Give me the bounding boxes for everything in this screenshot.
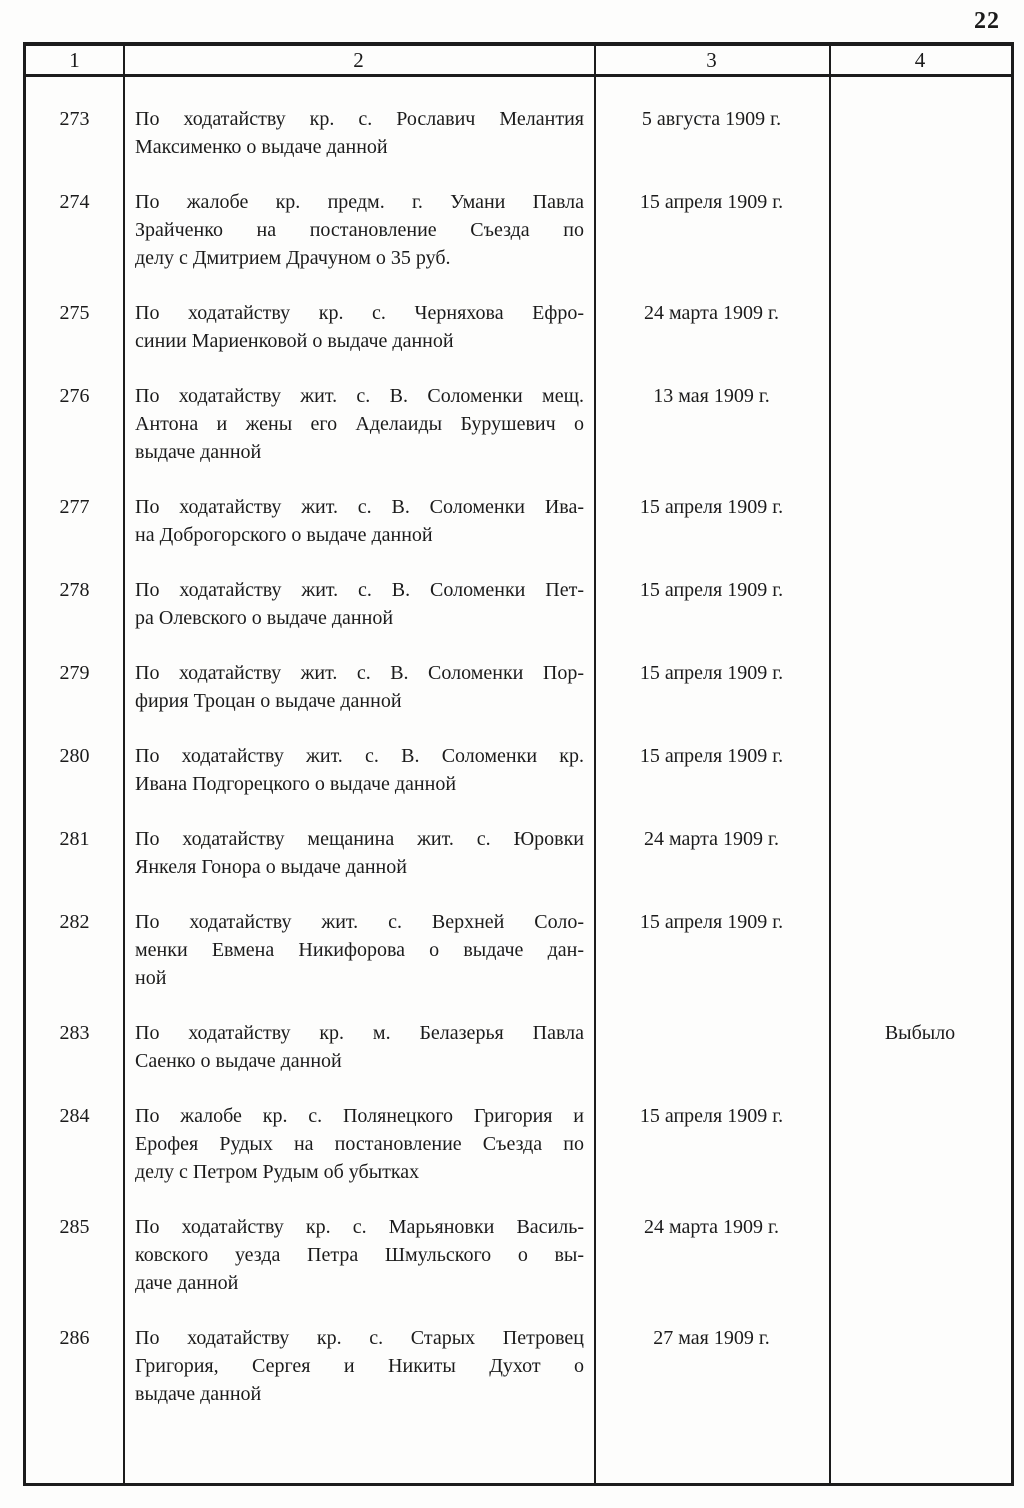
table-row: 274 По жалобе кр. предм. г. Умани Павла З… [26, 188, 1011, 272]
case-date: 15 апреля 1909 г. [639, 191, 784, 213]
case-description: По ходатайству кр. с. Черняхова Ефро-син… [135, 302, 584, 352]
case-note [829, 742, 1011, 798]
case-number: 282 [59, 911, 90, 933]
case-date: 15 апреля 1909 г. [639, 496, 784, 518]
case-date: 24 марта 1909 г. [644, 828, 779, 850]
table-row: 278 По ходатайству жит. с. В. Соломенки … [26, 576, 1011, 632]
column-header-1: 1 [69, 47, 80, 72]
case-date: 5 августа 1909 г. [641, 108, 782, 130]
table-row: 282 По ходатайству жит. с. Верхней Соло-… [26, 908, 1011, 992]
case-note [829, 493, 1011, 549]
case-note [829, 382, 1011, 466]
case-note [829, 659, 1011, 715]
case-description: По жалобе кр. предм. г. Умани Павла Зрайч… [135, 191, 584, 269]
case-number: 286 [59, 1327, 90, 1349]
table-row: 273 По ходатайству кр. с. Рославич Мелан… [26, 105, 1011, 161]
case-date: 24 марта 1909 г. [644, 302, 779, 324]
case-date: 15 апреля 1909 г. [639, 579, 784, 601]
case-note [829, 825, 1011, 881]
case-description: По ходатайству мещанина жит. с. Юровки Ян… [135, 828, 584, 878]
case-note [829, 576, 1011, 632]
column-header-2: 2 [353, 47, 364, 72]
case-note [829, 1213, 1011, 1297]
case-note [829, 908, 1011, 992]
column-divider-1 [123, 46, 125, 1483]
column-header-3: 3 [706, 47, 717, 72]
column-divider-2 [594, 46, 596, 1483]
case-date: 27 мая 1909 г. [653, 1327, 770, 1349]
case-date: 24 марта 1909 г. [644, 1216, 779, 1238]
case-number: 275 [59, 302, 90, 324]
case-date: 15 апреля 1909 г. [639, 911, 784, 933]
case-description: По ходатайству кр. м. Белазерья Павла Сае… [135, 1022, 584, 1072]
case-number: 279 [59, 662, 90, 684]
case-note [829, 1102, 1011, 1186]
table-row: 280 По ходатайству жит. с. В. Соломенки … [26, 742, 1011, 798]
table-row: 276 По ходатайству жит. с. В. Соломенки … [26, 382, 1011, 466]
case-number: 274 [59, 191, 90, 213]
case-note [829, 299, 1011, 355]
case-date: 15 апреля 1909 г. [639, 662, 784, 684]
case-description: По ходатайству кр. с. Старых Петровец Гри… [135, 1327, 584, 1405]
case-description: По ходатайству кр. с. Марьяновки Василь-… [135, 1216, 584, 1294]
column-header-4: 4 [914, 47, 926, 72]
table-row: 286 По ходатайству кр. с. Старых Петрове… [26, 1324, 1011, 1408]
case-number: 276 [59, 385, 90, 407]
table-row: 285 По ходатайству кр. с. Марьяновки Вас… [26, 1213, 1011, 1297]
case-date [594, 1019, 829, 1075]
case-number: 281 [59, 828, 90, 850]
case-note [829, 105, 1011, 161]
table-row: 279 По ходатайству жит. с. В. Соломенки … [26, 659, 1011, 715]
case-number: 277 [59, 496, 90, 518]
case-description: По ходатайству жит. с. В. Соломенки мещ.… [135, 385, 584, 463]
case-note: Выбыло [884, 1022, 956, 1044]
table-row: 277 По ходатайству жит. с. В. Соломенки … [26, 493, 1011, 549]
table-row: 275 По ходатайству кр. с. Черняхова Ефро… [26, 299, 1011, 355]
case-description: По ходатайству жит. с. В. Соломенки Пор-… [135, 662, 584, 712]
cases-table: 1 2 3 4 273 По ходатайству кр. с. Рослав… [23, 42, 1014, 1486]
case-description: По ходатайству жит. с. В. Соломенки Ива-… [135, 496, 584, 546]
column-divider-3 [829, 46, 831, 1483]
case-number: 278 [59, 579, 90, 601]
case-description: По ходатайству жит. с. В. Соломенки Пет-… [135, 579, 584, 629]
case-number: 283 [59, 1022, 90, 1044]
case-date: 13 мая 1909 г. [653, 385, 770, 407]
case-date: 15 апреля 1909 г. [639, 745, 784, 767]
table-row: 284 По жалобе кр. с. Полянецкого Григори… [26, 1102, 1011, 1186]
case-note [829, 188, 1011, 272]
table-body: 273 По ходатайству кр. с. Рославич Мелан… [26, 77, 1011, 1408]
case-number: 280 [59, 745, 90, 767]
case-description: По ходатайству кр. с. Рославич Мелантия М… [135, 108, 584, 158]
case-number: 285 [59, 1216, 90, 1238]
table-row: 281 По ходатайству мещанина жит. с. Юров… [26, 825, 1011, 881]
case-number: 284 [59, 1105, 90, 1127]
table-header-row: 1 2 3 4 [26, 46, 1011, 77]
case-description: По ходатайству жит. с. Верхней Соло-менк… [135, 911, 584, 989]
table-row: 283 По ходатайству кр. м. Белазерья Павл… [26, 1019, 1011, 1075]
case-note [829, 1324, 1011, 1408]
page-number: 22 [974, 8, 1000, 34]
case-description: По ходатайству жит. с. В. Соломенки кр. И… [135, 745, 584, 795]
case-date: 15 апреля 1909 г. [639, 1105, 784, 1127]
case-number: 273 [59, 108, 90, 130]
